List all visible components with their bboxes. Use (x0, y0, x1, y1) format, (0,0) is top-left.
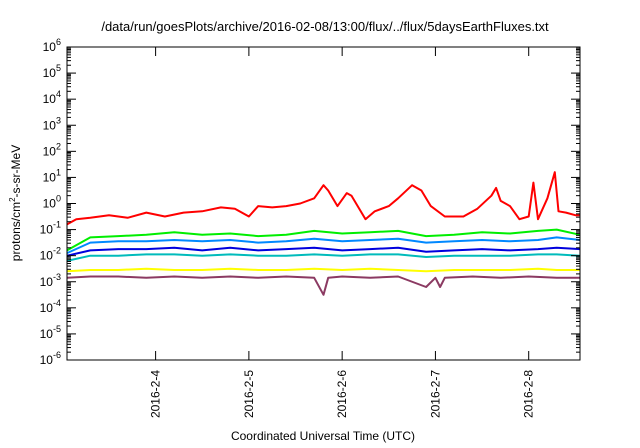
y-tick-exponent: 1 (56, 167, 61, 177)
y-tick-label: 10-3 (40, 272, 61, 289)
y-tick-base: 10 (40, 223, 54, 237)
y-tick-label: 10-1 (40, 220, 61, 237)
y-axis: 10-610-510-410-310-210-11001011021031041… (40, 37, 580, 367)
x-tick-label: 2016-2-4 (149, 370, 163, 418)
y-tick-label: 101 (43, 167, 61, 184)
y-tick-label: 102 (43, 141, 61, 158)
y-tick-exponent: -3 (53, 272, 61, 282)
y-axis-label-main: protons/cm (9, 202, 23, 261)
y-tick-label: 105 (43, 63, 61, 80)
y-axis-label: protons/cm2-s-sr-MeV (8, 145, 23, 261)
y-axis-label-superscript: 2 (8, 197, 17, 202)
plot-frame (66, 46, 581, 361)
chart-title: /data/run/goesPlots/archive/2016-02-08/1… (101, 19, 549, 34)
y-tick-exponent: 6 (56, 37, 61, 47)
y-tick-label: 10-6 (40, 350, 61, 367)
y-tick-exponent: -1 (53, 220, 61, 230)
series-line-7 (66, 275, 580, 296)
series-line-5 (66, 253, 581, 262)
y-tick-base: 10 (43, 197, 57, 211)
x-tick-label: 2016-2-6 (335, 370, 349, 418)
y-tick-exponent: -5 (53, 324, 61, 334)
y-tick-label: 10-2 (40, 246, 61, 263)
series-layer (66, 171, 581, 296)
y-tick-label: 10-5 (40, 324, 61, 341)
x-tick-label: 2016-2-5 (242, 370, 256, 418)
x-tick-label: 2016-2-8 (522, 370, 536, 418)
y-tick-base: 10 (40, 249, 54, 263)
y-tick-base: 10 (40, 301, 54, 315)
y-tick-label: 106 (43, 37, 61, 54)
y-tick-exponent: 5 (56, 63, 61, 73)
series-line-6 (66, 267, 580, 273)
series-line-4 (66, 246, 581, 257)
y-tick-label: 104 (43, 89, 61, 106)
y-axis-label-unit: -s-sr-MeV (9, 145, 23, 198)
y-tick-base: 10 (43, 66, 57, 80)
y-tick-label: 10-4 (40, 298, 61, 315)
x-tick-label: 2016-2-7 (428, 370, 442, 418)
y-tick-base: 10 (43, 92, 57, 106)
y-tick-exponent: -2 (53, 246, 61, 256)
y-tick-base: 10 (43, 170, 57, 184)
y-tick-exponent: 4 (56, 89, 61, 99)
y-tick-exponent: -4 (53, 298, 61, 308)
y-tick-exponent: 0 (56, 194, 61, 204)
y-tick-base: 10 (40, 275, 54, 289)
series-line-3 (66, 236, 581, 255)
y-tick-exponent: 2 (56, 141, 61, 151)
y-tick-base: 10 (43, 40, 57, 54)
y-tick-label: 103 (43, 115, 61, 132)
series-line-2 (66, 228, 581, 252)
x-axis: 2016-2-4 2016-2-5 2016-2-6 2016-2-7 2016-2-8 (149, 47, 536, 418)
x-axis-label: Coordinated Universal Time (UTC) (231, 429, 415, 443)
y-tick-exponent: -6 (53, 350, 61, 360)
y-tick-label: 100 (43, 194, 61, 211)
y-tick-base: 10 (40, 327, 54, 341)
y-tick-base: 10 (43, 118, 57, 132)
y-tick-exponent: 3 (56, 115, 61, 125)
series-line-1 (66, 171, 580, 226)
y-tick-base: 10 (43, 144, 57, 158)
y-tick-base: 10 (40, 353, 54, 367)
